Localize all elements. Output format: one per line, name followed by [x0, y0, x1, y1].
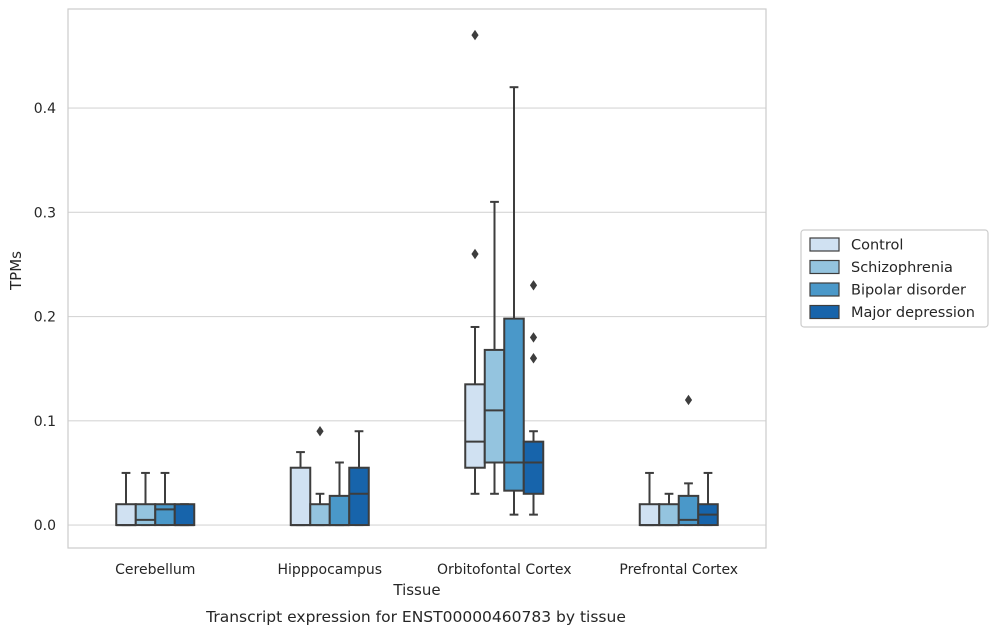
y-tick-label: 0.1	[34, 414, 56, 430]
legend-label: Bipolar disorder	[851, 283, 966, 299]
box	[638, 503, 661, 527]
outlier-marker	[529, 332, 538, 343]
box	[154, 503, 176, 527]
x-tick-label: Orbitofontal Cortex	[437, 562, 572, 578]
chart-title: Transcript expression for ENST0000046078…	[205, 608, 626, 626]
x-tick-label: Prefrontal Cortex	[619, 562, 738, 578]
legend-swatch	[809, 259, 840, 275]
legend-swatch	[809, 282, 840, 297]
legend-label: Schizophrenia	[851, 260, 953, 276]
box-bipolar-disorder	[503, 86, 525, 516]
box	[464, 383, 486, 469]
box-control	[289, 451, 312, 527]
outlier-marker	[529, 280, 538, 291]
box-major-depression	[697, 471, 719, 527]
box-bipolar-disorder	[154, 471, 176, 527]
box	[483, 348, 506, 464]
box	[309, 503, 331, 527]
box	[115, 503, 137, 527]
box	[503, 317, 525, 492]
outlier-marker	[529, 353, 538, 364]
box-control	[115, 471, 137, 527]
outlier-marker	[471, 248, 479, 260]
box-control	[638, 471, 661, 527]
x-tick-label: Cerebellum	[115, 562, 195, 578]
y-tick-label: 0.3	[34, 205, 56, 221]
box	[134, 503, 157, 527]
legend-frame	[800, 229, 989, 328]
outlier-marker	[316, 426, 324, 437]
legend-swatch	[809, 304, 840, 320]
box	[289, 466, 312, 527]
box	[328, 494, 351, 527]
y-axis-label: TPMs	[7, 251, 25, 291]
box-major-depression	[522, 280, 545, 516]
x-tick-label: Hipppocampus	[277, 562, 382, 578]
box	[522, 440, 545, 495]
box-bipolar-disorder	[677, 394, 700, 527]
box-major-depression	[348, 430, 370, 527]
outlier-marker	[684, 394, 693, 406]
box-schizophrenia	[309, 426, 331, 527]
outlier-marker	[471, 29, 479, 41]
box	[658, 503, 680, 527]
x-tick-labels: Cerebellum Hipppocampus Orbitofontal Corte…	[115, 562, 738, 578]
x-axis-label: Tissue	[392, 581, 440, 599]
y-tick-label: 0.4	[34, 101, 56, 117]
plot-frame	[67, 8, 767, 549]
box-major-depression	[173, 503, 196, 527]
box	[173, 503, 196, 527]
legend: Control Schizophrenia Bipolar disorder Majo…	[800, 229, 989, 328]
y-tick-label: 0.2	[34, 310, 56, 326]
y-tick-labels: 0.0 0.1 0.2 0.3 0.4	[34, 101, 56, 534]
legend-swatch	[809, 237, 840, 252]
box	[348, 466, 370, 527]
boxes	[115, 29, 719, 527]
y-tick-label: 0.0	[34, 518, 56, 534]
legend-label: Control	[851, 238, 903, 254]
legend-label: Major depression	[851, 305, 975, 321]
